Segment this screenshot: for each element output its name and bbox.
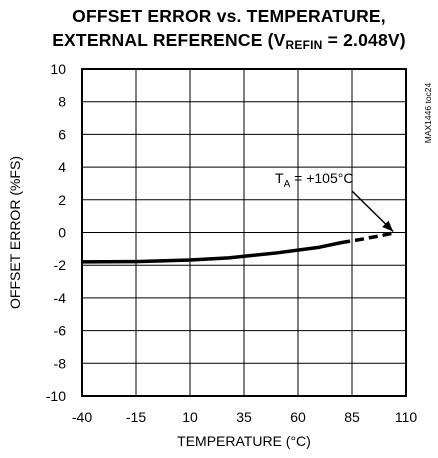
annotation-label: TA = +105°C <box>275 170 353 190</box>
y-tick-label: -4 <box>54 290 67 306</box>
x-tick-label: 10 <box>182 409 198 425</box>
title-subscript: REFIN <box>285 38 323 52</box>
grid <box>82 69 406 396</box>
y-tick-label: 4 <box>58 159 66 175</box>
y-axis-label: OFFSET ERROR (%FS) <box>7 156 23 309</box>
x-tick-labels: -40 -15 10 35 60 85 110 <box>72 409 417 425</box>
y-tick-label: 10 <box>50 61 66 77</box>
series-line-solid <box>81 240 342 264</box>
y-tick-label: 0 <box>58 225 66 241</box>
y-tick-labels: 10 8 6 4 2 0 -2 -4 -6 -8 -10 <box>46 61 66 404</box>
x-tick-label: -40 <box>72 409 92 425</box>
chart-title-line-1: OFFSET ERROR vs. TEMPERATURE, <box>72 6 386 26</box>
title-suffix: = 2.048V) <box>322 30 406 50</box>
plot-frame <box>81 68 407 397</box>
series-line-dashed <box>340 230 396 245</box>
series-lines <box>81 230 396 264</box>
y-tick-label: -10 <box>46 388 66 404</box>
annotation: TA = +105°C <box>275 170 394 233</box>
arrow-head-icon <box>382 220 394 232</box>
x-tick-label: 60 <box>290 409 306 425</box>
y-tick-label: -2 <box>54 257 67 273</box>
x-tick-label: 110 <box>395 409 418 425</box>
y-tick-label: 8 <box>58 94 66 110</box>
y-tick-label: 6 <box>58 126 66 142</box>
y-tick-label: -8 <box>54 355 67 371</box>
x-axis-label: TEMPERATURE (°C) <box>177 433 311 449</box>
x-tick-label: -15 <box>126 409 146 425</box>
y-tick-label: 2 <box>58 192 66 208</box>
figure-id-label: MAX1446 toc24 <box>423 82 433 143</box>
x-tick-label: 85 <box>344 409 360 425</box>
y-tick-label: -6 <box>54 323 67 339</box>
title-prefix: EXTERNAL REFERENCE (V <box>52 30 286 50</box>
x-tick-label: 35 <box>236 409 252 425</box>
chart-title-line-2: EXTERNAL REFERENCE (VREFIN = 2.048V) <box>10 30 438 52</box>
